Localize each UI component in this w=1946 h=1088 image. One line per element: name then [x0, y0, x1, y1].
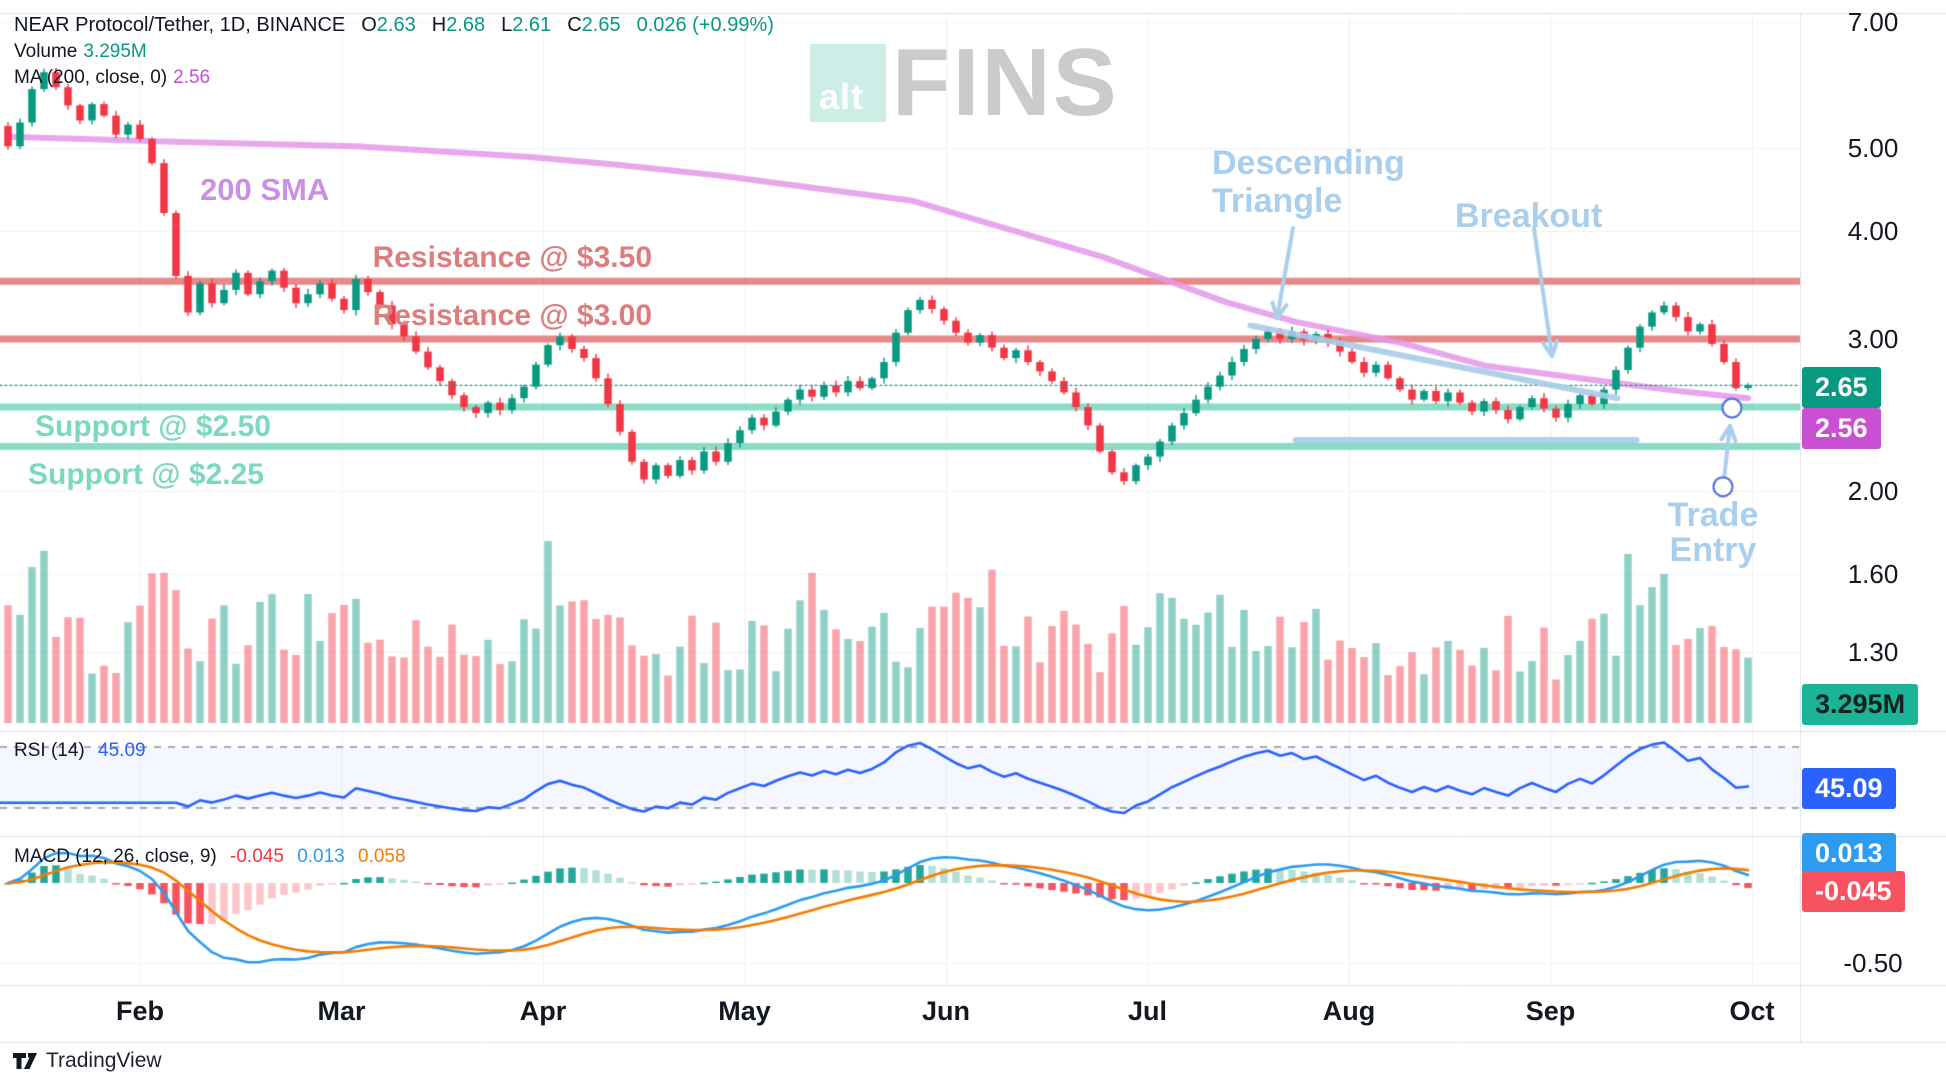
- volume-value: 3.295M: [83, 41, 147, 62]
- support-225-label: Support @ $2.25: [28, 458, 264, 491]
- high-label: H: [431, 14, 447, 36]
- resistance-350-label: Resistance @ $3.50: [372, 241, 652, 274]
- rsi-badge: 45.09: [1802, 768, 1896, 809]
- macd-hist-value: -0.045: [230, 846, 284, 867]
- month-label-May: May: [718, 996, 771, 1026]
- macd-legend[interactable]: MACD (12, 26, close, 9) -0.045 0.013 0.0…: [14, 846, 406, 868]
- tradingview-logo-icon: [13, 1053, 37, 1069]
- symbol-ohlc-row[interactable]: NEAR Protocol/Tether, 1D, BINANCE O 2.63 …: [14, 14, 774, 37]
- tradingview-logo-text: TradingView: [46, 1049, 162, 1072]
- macd-line-value: 0.013: [297, 846, 345, 867]
- macd-line-badge: 0.013: [1802, 833, 1896, 874]
- ma-price-badge: 2.56: [1802, 408, 1881, 449]
- rsi-value: 45.09: [98, 740, 146, 761]
- trade-entry-label-line1: Trade: [1667, 496, 1759, 534]
- low-value: 2.61: [512, 14, 552, 36]
- support-250-label: Support @ $2.50: [35, 410, 271, 443]
- ma-label: MA (200, close, 0): [14, 67, 168, 88]
- price-tick-1.30: 1.30: [1847, 636, 1899, 667]
- resistance-300-label: Resistance @ $3.00: [372, 299, 652, 332]
- price-tick-1.60: 1.60: [1847, 558, 1899, 589]
- high-value: 2.68: [446, 14, 486, 36]
- volume-label: Volume: [14, 41, 78, 62]
- trade-entry-label-line2: Entry: [1669, 531, 1757, 569]
- symbol-legend[interactable]: NEAR Protocol/Tether, 1D, BINANCE O 2.63 …: [14, 14, 774, 93]
- rsi-label: RSI (14): [14, 740, 85, 761]
- change-value: 0.026 (+0.99%): [636, 14, 774, 36]
- volume-badge: 3.295M: [1802, 684, 1919, 725]
- open-label: O: [361, 14, 377, 36]
- month-label-Apr: Apr: [519, 996, 567, 1026]
- price-tick-4.00: 4.00: [1847, 216, 1899, 247]
- sma-label: 200 SMA: [200, 172, 330, 207]
- descending-triangle-label-line2: Triangle: [1212, 182, 1343, 220]
- breakout-label: Breakout: [1455, 197, 1603, 235]
- month-label-Feb: Feb: [115, 996, 165, 1026]
- month-label-Oct: Oct: [1729, 996, 1775, 1026]
- macd-tick-label: -0.50: [1843, 948, 1903, 978]
- macd-hist-badge: -0.045: [1802, 871, 1905, 912]
- close-label: C: [567, 14, 582, 36]
- descending-triangle-label-line1: Descending: [1212, 144, 1405, 182]
- open-value: 2.63: [376, 14, 416, 36]
- price-tick-2.00: 2.00: [1847, 475, 1899, 506]
- volume-legend-row[interactable]: Volume 3.295M: [14, 41, 774, 63]
- price-tick-7.00: 7.00: [1847, 7, 1899, 37]
- month-label-Jun: Jun: [921, 996, 971, 1026]
- ma-legend-row[interactable]: MA (200, close, 0) 2.56: [14, 67, 774, 89]
- symbol-title: NEAR Protocol/Tether, 1D, BINANCE: [14, 14, 346, 36]
- month-label-Sep: Sep: [1525, 996, 1576, 1026]
- macd-signal-value: 0.058: [358, 846, 406, 867]
- price-tick-3.00: 3.00: [1847, 323, 1899, 354]
- ma-value: 2.56: [173, 67, 211, 88]
- tradingview-attribution[interactable]: TradingView: [12, 1048, 162, 1074]
- low-label: L: [501, 14, 513, 36]
- month-label-Mar: Mar: [317, 996, 366, 1026]
- rsi-legend[interactable]: RSI (14) 45.09: [14, 740, 146, 762]
- close-value: 2.65: [581, 14, 621, 36]
- last-price-badge: 2.65: [1802, 367, 1881, 408]
- month-label-Aug: Aug: [1322, 996, 1376, 1026]
- macd-label: MACD (12, 26, close, 9): [14, 846, 217, 867]
- month-label-Jul: Jul: [1127, 996, 1168, 1026]
- price-tick-5.00: 5.00: [1847, 132, 1899, 163]
